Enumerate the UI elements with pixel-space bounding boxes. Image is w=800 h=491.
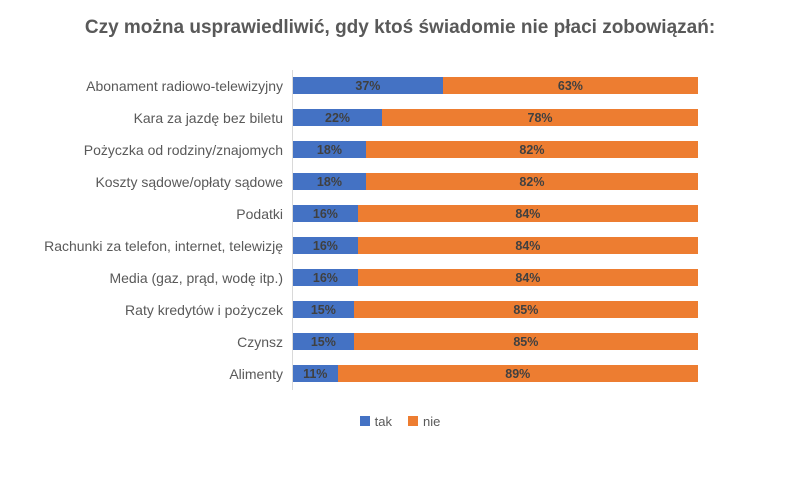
nie-value-label: 84% bbox=[515, 238, 541, 253]
bar-row: Alimenty 11% 89% bbox=[0, 357, 800, 390]
bar-segment-tak: 16% bbox=[293, 237, 358, 254]
category-label: Rachunki za telefon, internet, telewizję bbox=[44, 237, 283, 254]
legend-label-tak: tak bbox=[374, 413, 392, 429]
bar-segment-tak: 22% bbox=[293, 109, 383, 126]
stacked-bar: 37% 63% bbox=[293, 77, 698, 94]
bar-segment-nie: 89% bbox=[337, 365, 698, 382]
bar-track: 37% 63% bbox=[292, 69, 698, 102]
tak-value-label: 22% bbox=[325, 110, 351, 125]
legend-swatch-nie bbox=[407, 416, 418, 426]
bar-segment-tak: 18% bbox=[293, 173, 366, 190]
bar-segment-nie: 82% bbox=[365, 173, 698, 190]
tak-value-label: 18% bbox=[316, 142, 342, 157]
stacked-bar: 16% 84% bbox=[293, 205, 698, 222]
nie-value-label: 85% bbox=[513, 334, 539, 349]
stacked-bar: 16% 84% bbox=[293, 237, 698, 254]
category-label: Abonament radiowo-telewizyjny bbox=[86, 77, 283, 94]
legend-label-nie: nie bbox=[422, 413, 441, 429]
nie-value-label: 78% bbox=[527, 110, 553, 125]
tak-value-label: 18% bbox=[316, 174, 342, 189]
bar-segment-nie: 78% bbox=[382, 109, 698, 126]
bar-segment-nie: 85% bbox=[353, 301, 698, 318]
legend: tak nie bbox=[0, 414, 800, 429]
tak-value-label: 16% bbox=[312, 270, 338, 285]
stacked-bar: 15% 85% bbox=[293, 301, 698, 318]
bar-track: 16% 84% bbox=[292, 197, 698, 230]
bar-segment-nie: 63% bbox=[442, 77, 698, 94]
bar-row: Abonament radiowo-telewizyjny 37% 63% bbox=[0, 69, 800, 102]
legend-item-nie: nie bbox=[407, 413, 441, 429]
bar-track: 22% 78% bbox=[292, 101, 698, 134]
bar-track: 16% 84% bbox=[292, 261, 698, 294]
nie-value-label: 89% bbox=[505, 366, 531, 381]
chart-title: Czy można usprawiedliwić, gdy ktoś świad… bbox=[84, 17, 716, 38]
category-label: Pożyczka od rodziny/znajomych bbox=[83, 141, 283, 158]
bar-segment-nie: 85% bbox=[353, 333, 698, 350]
stacked-bar: 18% 82% bbox=[293, 173, 698, 190]
category-label: Kara za jazdę bez biletu bbox=[133, 109, 283, 126]
bar-row: Pożyczka od rodziny/znajomych 18% 82% bbox=[0, 133, 800, 166]
tak-value-label: 37% bbox=[355, 78, 381, 93]
bar-row: Media (gaz, prąd, wodę itp.) 16% 84% bbox=[0, 261, 800, 294]
nie-value-label: 82% bbox=[519, 142, 545, 157]
chart-page: Czy można usprawiedliwić, gdy ktoś świad… bbox=[0, 14, 800, 491]
tak-value-label: 15% bbox=[310, 302, 336, 317]
bar-row: Raty kredytów i pożyczek 15% 85% bbox=[0, 293, 800, 326]
bar-track: 15% 85% bbox=[292, 293, 698, 326]
bar-segment-tak: 37% bbox=[293, 77, 443, 94]
legend-item-tak: tak bbox=[359, 413, 392, 429]
category-label: Media (gaz, prąd, wodę itp.) bbox=[109, 269, 283, 286]
bar-segment-tak: 11% bbox=[293, 365, 338, 382]
stacked-bar: 18% 82% bbox=[293, 141, 698, 158]
bar-segment-tak: 15% bbox=[293, 333, 354, 350]
category-label: Czynsz bbox=[237, 333, 283, 350]
bar-track: 15% 85% bbox=[292, 325, 698, 358]
category-label: Podatki bbox=[236, 205, 283, 222]
bar-segment-tak: 18% bbox=[293, 141, 366, 158]
tak-value-label: 16% bbox=[312, 206, 338, 221]
bar-segment-nie: 84% bbox=[357, 237, 698, 254]
stacked-bar: 22% 78% bbox=[293, 109, 698, 126]
bar-track: 11% 89% bbox=[292, 357, 698, 390]
bar-row: Rachunki za telefon, internet, telewizję… bbox=[0, 229, 800, 262]
nie-value-label: 63% bbox=[557, 78, 583, 93]
nie-value-label: 84% bbox=[515, 206, 541, 221]
bar-segment-tak: 15% bbox=[293, 301, 354, 318]
stacked-bar: 16% 84% bbox=[293, 269, 698, 286]
tak-value-label: 15% bbox=[310, 334, 336, 349]
bar-row: Kara za jazdę bez biletu 22% 78% bbox=[0, 101, 800, 134]
stacked-bar: 15% 85% bbox=[293, 333, 698, 350]
bar-segment-nie: 84% bbox=[357, 269, 698, 286]
bar-segment-nie: 84% bbox=[357, 205, 698, 222]
nie-value-label: 82% bbox=[519, 174, 545, 189]
bar-track: 18% 82% bbox=[292, 165, 698, 198]
bar-row: Podatki 16% 84% bbox=[0, 197, 800, 230]
nie-value-label: 84% bbox=[515, 270, 541, 285]
bar-row: Koszty sądowe/opłaty sądowe 18% 82% bbox=[0, 165, 800, 198]
bar-segment-nie: 82% bbox=[365, 141, 698, 158]
plot-area: Abonament radiowo-telewizyjny 37% 63% Ka… bbox=[0, 69, 800, 390]
bar-track: 18% 82% bbox=[292, 133, 698, 166]
legend-swatch-tak bbox=[359, 416, 370, 426]
category-label: Alimenty bbox=[229, 365, 283, 382]
stacked-bar: 11% 89% bbox=[293, 365, 698, 382]
tak-value-label: 11% bbox=[303, 366, 328, 381]
bar-track: 16% 84% bbox=[292, 229, 698, 262]
bar-segment-tak: 16% bbox=[293, 205, 358, 222]
category-label: Koszty sądowe/opłaty sądowe bbox=[95, 173, 283, 190]
bar-row: Czynsz 15% 85% bbox=[0, 325, 800, 358]
category-label: Raty kredytów i pożyczek bbox=[125, 301, 283, 318]
nie-value-label: 85% bbox=[513, 302, 539, 317]
tak-value-label: 16% bbox=[312, 238, 338, 253]
bar-segment-tak: 16% bbox=[293, 269, 358, 286]
